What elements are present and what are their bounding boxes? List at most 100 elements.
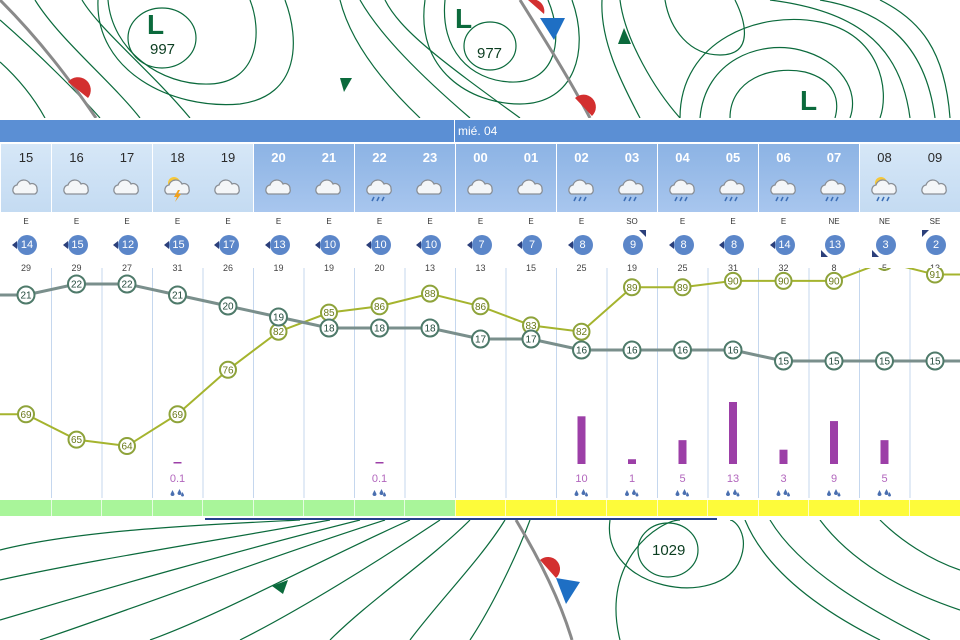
wind-speed-badge: 15 bbox=[67, 235, 88, 255]
hour-column-08[interactable]: 08 bbox=[859, 144, 910, 212]
hour-column-21[interactable]: 21 bbox=[304, 144, 354, 212]
precip-value: 3 bbox=[780, 473, 786, 485]
temperature-point bbox=[774, 351, 793, 371]
humidity-label: 89 bbox=[677, 283, 689, 294]
temperature-label: 17 bbox=[525, 335, 537, 346]
cloud-icon bbox=[214, 179, 240, 195]
hour-column-06[interactable]: 06 bbox=[758, 144, 809, 212]
wind-arrow-icon bbox=[416, 241, 421, 249]
humidity-point bbox=[877, 268, 892, 271]
rain-cloud-icon bbox=[769, 179, 796, 202]
hour-column-02[interactable]: 02 bbox=[556, 144, 607, 212]
forecast-plot-svg: 0.1 0.1 10 1 5 13 3 9 56965646976828586888683828… bbox=[0, 268, 960, 498]
band-separator bbox=[858, 500, 860, 516]
band-separator bbox=[909, 500, 910, 516]
rain-cloud-icon bbox=[820, 179, 846, 202]
rain-cloud-icon bbox=[567, 179, 594, 202]
hour-column-20[interactable]: 20 bbox=[253, 144, 304, 212]
wind-direction: E bbox=[477, 217, 484, 226]
hour-column-07[interactable]: 07 bbox=[809, 144, 859, 212]
wind-speed-badge: 15 bbox=[168, 235, 189, 255]
band-segment-yellow bbox=[505, 500, 556, 516]
wind-gust: 13 bbox=[424, 263, 435, 273]
hour-label: 23 bbox=[422, 150, 438, 165]
hour-column-03[interactable]: 03 bbox=[607, 144, 657, 212]
humidity-label: 76 bbox=[222, 365, 234, 376]
hour-label: 19 bbox=[220, 150, 236, 165]
humidity-label: 69 bbox=[172, 410, 184, 421]
date-label: mié. 04 bbox=[458, 124, 498, 138]
hour-label: 02 bbox=[574, 150, 589, 165]
band-separator bbox=[202, 500, 203, 516]
wind-arrow-icon bbox=[719, 241, 724, 249]
wind-arrow-icon bbox=[821, 250, 828, 257]
wind-arrow-icon bbox=[567, 241, 573, 249]
wind-cell: E 8 31 bbox=[708, 212, 758, 274]
hour-column-04[interactable]: 04 bbox=[657, 144, 708, 212]
precip-value: 0.1 bbox=[170, 473, 185, 485]
hour-column-18[interactable]: 18 bbox=[152, 144, 203, 212]
wind-gust: 19 bbox=[273, 263, 284, 273]
humidity-point bbox=[17, 405, 35, 424]
temperature-label: 19 bbox=[273, 313, 285, 324]
temperature-label: 17 bbox=[475, 335, 487, 346]
rain-cloud-icon bbox=[365, 179, 392, 202]
temperature-point bbox=[370, 318, 389, 338]
temperature-point bbox=[471, 329, 490, 349]
temperature-point bbox=[572, 340, 591, 360]
humidity-point bbox=[168, 405, 187, 424]
temperature-point bbox=[673, 340, 692, 360]
rain-drops-icon bbox=[827, 489, 841, 497]
temperature-label: 22 bbox=[71, 280, 83, 291]
temperature-point bbox=[67, 274, 86, 294]
wind-arrow-icon bbox=[214, 241, 219, 249]
hour-label: 20 bbox=[271, 150, 286, 165]
temperature-point bbox=[723, 340, 743, 360]
humidity-label: 86 bbox=[374, 302, 386, 313]
band-separator bbox=[353, 500, 355, 516]
weather-map-bottom: 1029 bbox=[0, 520, 960, 640]
wind-direction: E bbox=[73, 217, 80, 226]
hour-label: 21 bbox=[321, 150, 337, 165]
hour-column-00[interactable]: 00 bbox=[455, 144, 506, 212]
flow-arrow bbox=[618, 28, 631, 44]
wind-speed-badge: 2 bbox=[926, 235, 946, 255]
wind-arrow-icon bbox=[12, 241, 17, 249]
humidity-label: 85 bbox=[323, 308, 335, 319]
temperature-point bbox=[16, 285, 36, 305]
occluded-front-top-left bbox=[0, 0, 98, 118]
hour-column-15[interactable]: 15 bbox=[1, 144, 51, 212]
wind-gust: 8 bbox=[831, 263, 837, 273]
wind-speed-badge: 17 bbox=[219, 235, 239, 255]
hour-column-17[interactable]: 17 bbox=[102, 144, 152, 212]
rain-drops-icon bbox=[574, 489, 588, 497]
hour-column-23[interactable]: 23 bbox=[405, 144, 455, 212]
wind-speed-badge: 10 bbox=[421, 235, 441, 255]
front-line-bottom bbox=[514, 520, 574, 640]
hour-column-09[interactable]: 09 bbox=[910, 144, 960, 212]
wind-speed-badge: 13 bbox=[825, 235, 845, 255]
hour-label: 04 bbox=[675, 150, 690, 165]
wind-cell: E 7 13 bbox=[456, 212, 506, 274]
band-separator bbox=[252, 500, 254, 516]
temperature-point bbox=[824, 351, 844, 371]
timeline-scroll-indicator[interactable] bbox=[205, 518, 717, 520]
hour-column-19[interactable]: 19 bbox=[203, 144, 253, 212]
hour-label: 09 bbox=[927, 150, 943, 165]
low-pressure-symbol: L bbox=[800, 85, 817, 116]
date-header: mié. 04 bbox=[0, 120, 960, 142]
wind-speed-badge: 8 bbox=[673, 235, 694, 255]
humidity-label: 89 bbox=[626, 283, 638, 294]
hour-column-22[interactable]: 22 bbox=[354, 144, 405, 212]
pressure-label: 997 bbox=[150, 41, 175, 58]
hour-column-05[interactable]: 05 bbox=[708, 144, 758, 212]
temperature-label: 16 bbox=[727, 346, 739, 357]
temperature-label: 15 bbox=[828, 357, 840, 368]
hour-column-01[interactable]: 01 bbox=[506, 144, 556, 212]
wind-cell: NE35 bbox=[860, 212, 910, 274]
wind-cell: E 10 13 bbox=[405, 212, 455, 274]
hour-column-16[interactable]: 16 bbox=[51, 144, 102, 212]
precip-bar bbox=[729, 402, 737, 464]
wind-direction: NE bbox=[878, 217, 891, 226]
wind-direction: NE bbox=[828, 217, 840, 226]
